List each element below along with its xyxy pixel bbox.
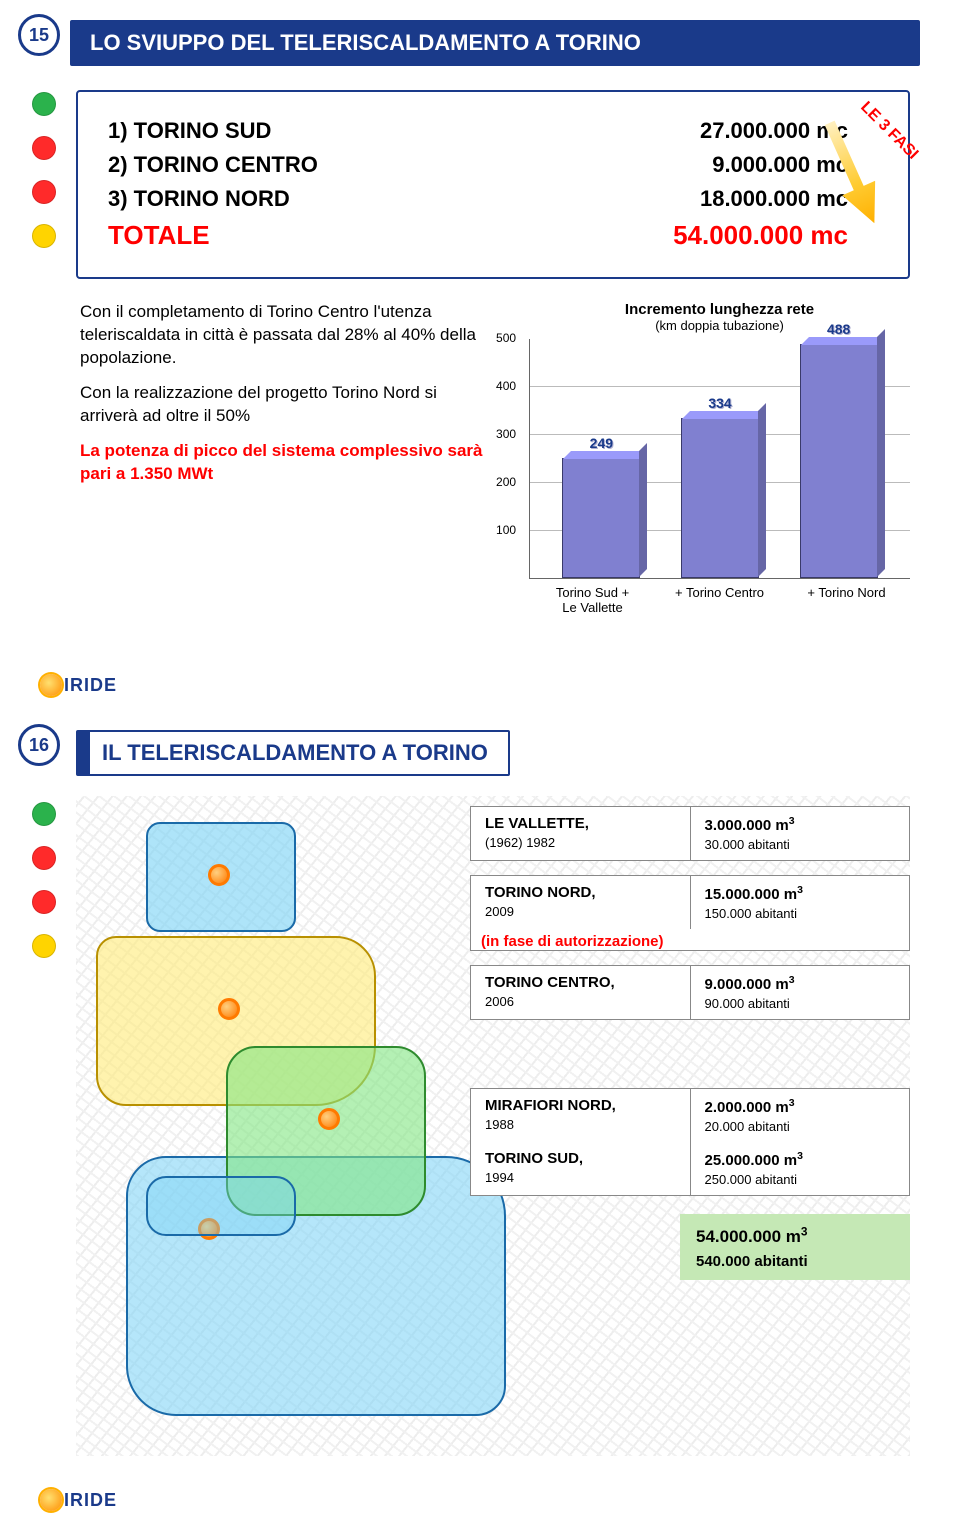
para-3: La potenza di picco del sistema compless… [80, 440, 499, 486]
card-volume: 3.000.000 m3 [705, 817, 795, 834]
card-year: 2009 [485, 904, 676, 919]
chart-xlabels: Torino Sud + Le Vallette+ Torino Centro+… [529, 585, 910, 615]
logo-iride: IRIDE [40, 674, 117, 696]
bar-chart: Incremento lunghezza rete (km doppia tub… [529, 301, 910, 615]
bullet-dot [32, 846, 56, 870]
chart-plot: 100200300400500249334488 [529, 339, 910, 579]
total-box: 54.000.000 m3 540.000 abitanti [680, 1214, 910, 1280]
total-volume: 54.000.000 m3 [696, 1227, 808, 1246]
bullet-dots [32, 92, 56, 248]
bullet-dot [32, 136, 56, 160]
card-volume: 15.000.000 m3 [705, 886, 803, 903]
lower-section: Con il completamento di Torino Centro l'… [80, 301, 910, 615]
summary-box: 1) TORINO SUD 27.000.000 mc 2) TORINO CE… [76, 90, 910, 279]
slide-title: LO SVIUPPO DEL TELERISCALDAMENTO A TORIN… [70, 20, 920, 66]
logo-text: IRIDE [64, 675, 117, 696]
row-label: 1) TORINO SUD [108, 118, 271, 144]
card-year: 1988 [485, 1117, 676, 1132]
card-population: 90.000 abitanti [705, 996, 896, 1011]
row-torino-sud: 1) TORINO SUD 27.000.000 mc [108, 118, 848, 144]
card-title: MIRAFIORI NORD, [485, 1097, 616, 1114]
card-year: 2006 [485, 994, 676, 1009]
zone-mirafiori [146, 1176, 296, 1236]
card-volume: 9.000.000 m3 [705, 976, 795, 993]
bullet-dot [32, 92, 56, 116]
card-torino-centro: TORINO CENTRO, 2006 9.000.000 m3 90.000 … [470, 965, 910, 1020]
slide-number: 15 [18, 14, 60, 56]
card-volume: 25.000.000 m3 [705, 1152, 803, 1169]
slide-title: IL TELERISCALDAMENTO A TORINO [76, 730, 510, 776]
card-population: 30.000 abitanti [705, 837, 896, 852]
card-population: 250.000 abitanti [705, 1172, 896, 1187]
bullet-dot [32, 934, 56, 958]
para-1: Con il completamento di Torino Centro l'… [80, 301, 499, 370]
map-area: LE VALLETTE, (1962) 1982 3.000.000 m3 30… [76, 796, 910, 1456]
card-le-vallette: LE VALLETTE, (1962) 1982 3.000.000 m3 30… [470, 806, 910, 861]
row-torino-nord: 3) TORINO NORD 18.000.000 mc [108, 186, 848, 212]
pin-icon [318, 1108, 340, 1130]
slide-number: 16 [18, 724, 60, 766]
card-population: 20.000 abitanti [705, 1119, 896, 1134]
card-torino-nord-wrap: TORINO NORD, 2009 15.000.000 m3 150.000 … [470, 875, 910, 951]
info-cards: LE VALLETTE, (1962) 1982 3.000.000 m3 30… [470, 806, 910, 1280]
card-mirafiori-sud: MIRAFIORI NORD, 1988 2.000.000 m3 20.000… [470, 1088, 910, 1196]
card-torino-nord: TORINO NORD, 2009 15.000.000 m3 150.000 … [471, 876, 909, 929]
card-year: 1994 [485, 1170, 676, 1185]
sun-icon [40, 674, 62, 696]
pin-icon [208, 864, 230, 886]
card-title: TORINO CENTRO, [485, 974, 615, 991]
slide-2: 16 IL TELERISCALDAMENTO A TORINO LE VALL… [0, 710, 960, 1525]
card-title: TORINO SUD, [485, 1150, 583, 1167]
row-total: TOTALE 54.000.000 mc [108, 220, 848, 251]
zone-le-vallette [146, 822, 296, 932]
description-text: Con il completamento di Torino Centro l'… [80, 301, 499, 615]
bullet-dot [32, 802, 56, 826]
card-title: TORINO NORD, [485, 884, 596, 901]
total-label: TOTALE [108, 220, 210, 251]
chart-title: Incremento lunghezza rete [529, 301, 910, 318]
para-2: Con la realizzazione del progetto Torino… [80, 382, 499, 428]
card-year: (1962) 1982 [485, 835, 676, 850]
card-volume: 2.000.000 m3 [705, 1099, 795, 1116]
row-label: 2) TORINO CENTRO [108, 152, 318, 178]
bullet-dot [32, 890, 56, 914]
bullet-dot [32, 180, 56, 204]
authorization-note: (in fase di autorizzazione) [471, 929, 909, 950]
pin-icon [218, 998, 240, 1020]
logo-text: IRIDE [64, 1490, 117, 1511]
slide-1: 15 LO SVIUPPO DEL TELERISCALDAMENTO A TO… [0, 0, 960, 710]
card-title: LE VALLETTE, [485, 815, 589, 832]
bullet-dot [32, 224, 56, 248]
sun-icon [40, 1489, 62, 1511]
total-population: 540.000 abitanti [696, 1253, 894, 1270]
phases-label: LE 3 FASI [857, 99, 922, 164]
row-label: 3) TORINO NORD [108, 186, 290, 212]
card-population: 150.000 abitanti [705, 906, 896, 921]
phases-arrow: LE 3 FASI [790, 98, 910, 248]
row-torino-centro: 2) TORINO CENTRO 9.000.000 mc [108, 152, 848, 178]
bullet-dots [32, 802, 56, 958]
logo-iride: IRIDE [40, 1489, 117, 1511]
